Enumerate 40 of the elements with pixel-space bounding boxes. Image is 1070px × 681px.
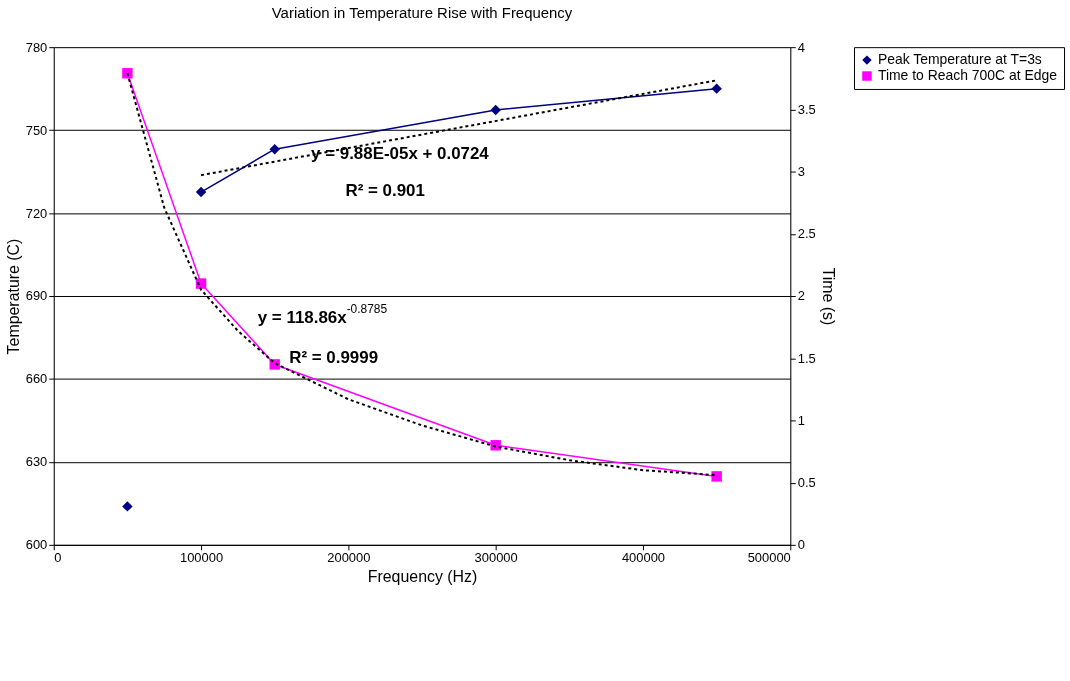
y2-tick-label: 3.5	[797, 101, 816, 117]
y-tick-label: 630	[25, 454, 48, 470]
y2-tick-label: 2.5	[797, 226, 816, 242]
y2-tick-label: 4	[797, 39, 805, 55]
y2-tick-label: 0	[797, 537, 805, 553]
point	[195, 278, 207, 289]
y-tick-label: 780	[25, 39, 48, 55]
point	[269, 143, 280, 155]
y-tick-label: 720	[25, 205, 48, 221]
y2-tick-label: 3	[797, 164, 805, 180]
y2-tick-label: 2	[797, 288, 805, 304]
y2-axis-title: Time (s)	[819, 267, 837, 326]
x-tick-label: 100000	[180, 550, 224, 566]
y-tick-label: 750	[25, 122, 48, 138]
y2-tick-label: 1.5	[797, 350, 816, 366]
y2-tick-label: 0.5	[797, 475, 816, 491]
annotation: R² = 0.901	[345, 181, 425, 201]
legend-label: Time to Reach 700C at Edge	[877, 67, 1058, 84]
x-tick-label: 500000	[747, 550, 791, 566]
point	[490, 440, 501, 451]
x-tick-label: 400000	[621, 550, 666, 566]
y-tick-label: 600	[25, 537, 48, 553]
x-axis-title: Frequency (Hz)	[367, 568, 478, 586]
chart-title: Variation in Temperature Rise with Frequency	[271, 4, 573, 22]
annotation: R² = 0.9999	[289, 348, 379, 368]
x-tick-label: 0	[54, 550, 62, 566]
x-tick-label: 300000	[474, 550, 518, 566]
point	[122, 501, 133, 512]
legend-label: Peak Temperature at T=3s	[877, 51, 1042, 68]
point	[195, 186, 207, 198]
point	[122, 68, 133, 79]
point	[711, 471, 722, 482]
annotation: y = 9.88E-05x + 0.0724	[311, 144, 490, 164]
x-tick-label: 200000	[327, 550, 371, 566]
point	[711, 83, 722, 94]
y-axis-title: Temperature (C)	[4, 238, 22, 355]
y2-tick-label: 1	[797, 412, 805, 428]
y-tick-label: 660	[25, 371, 48, 387]
y-tick-label: 690	[25, 288, 48, 304]
point	[490, 104, 501, 116]
